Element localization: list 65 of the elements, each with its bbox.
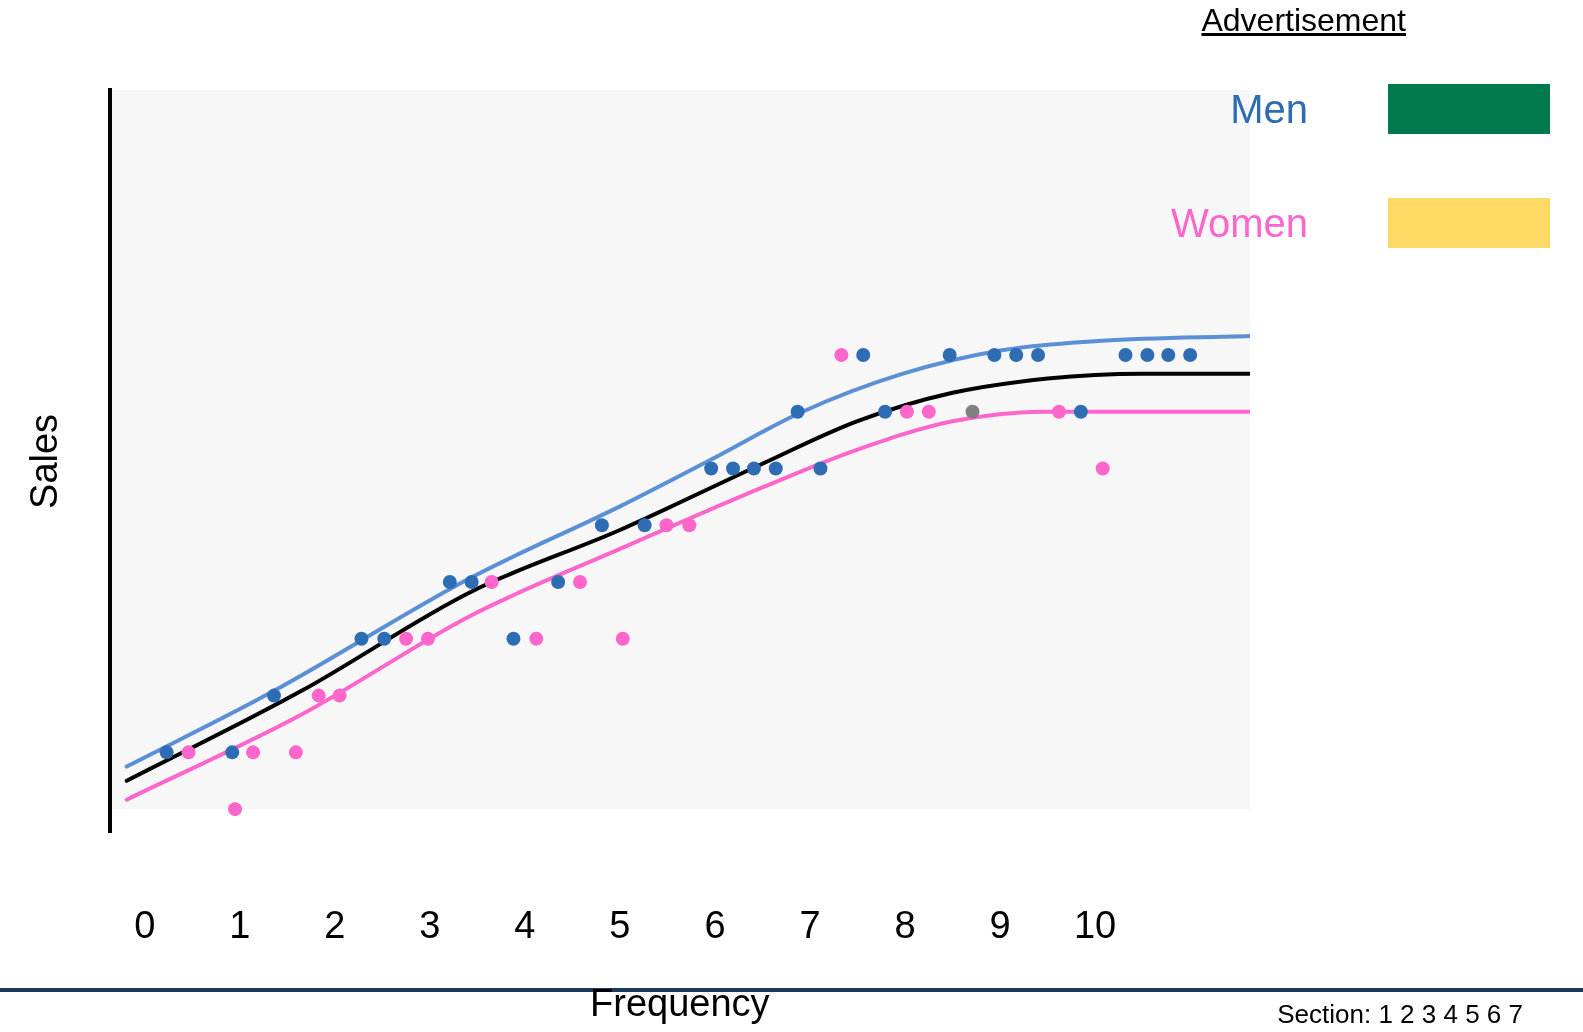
x-tick-label: 7 — [799, 904, 821, 947]
point — [856, 347, 871, 362]
point — [246, 745, 261, 760]
point — [420, 631, 435, 646]
y-axis-title: Sales — [23, 413, 66, 509]
point — [1140, 347, 1155, 362]
point — [921, 404, 936, 419]
point — [1161, 347, 1176, 362]
point — [704, 461, 719, 476]
point — [464, 575, 479, 590]
point — [225, 745, 240, 760]
point — [942, 347, 957, 362]
point — [1118, 347, 1133, 362]
point — [529, 631, 544, 646]
x-tick-label: 2 — [324, 904, 346, 947]
point — [311, 688, 326, 703]
point — [228, 802, 243, 817]
point — [965, 404, 980, 419]
point — [726, 461, 741, 476]
point — [484, 575, 499, 590]
point — [377, 631, 392, 646]
point — [399, 631, 414, 646]
point — [506, 631, 521, 646]
point — [878, 404, 893, 419]
point — [288, 745, 303, 760]
text: Women — [1170, 200, 1308, 246]
point — [1095, 461, 1110, 476]
point — [834, 347, 849, 362]
point — [573, 575, 588, 590]
point — [659, 518, 674, 533]
point — [354, 631, 369, 646]
x-axis-title: Frequency — [590, 981, 770, 1024]
point — [1073, 404, 1088, 419]
legend-title: Advertisement — [1200, 2, 1406, 39]
x-tick-label: 5 — [609, 904, 631, 947]
x-tick-label: 6 — [704, 904, 726, 947]
point — [746, 461, 761, 476]
text: Section: 1 2 3 4 5 6 7 — [1277, 999, 1523, 1030]
x-tick-label: 10 — [1073, 904, 1117, 947]
point — [790, 404, 805, 419]
point — [768, 461, 783, 476]
point — [1009, 347, 1024, 362]
x-tick-label: 1 — [229, 904, 251, 947]
point — [267, 688, 282, 703]
point — [442, 575, 457, 590]
x-tick-label: 8 — [894, 904, 916, 947]
point — [159, 745, 174, 760]
point — [813, 461, 828, 476]
point — [181, 745, 196, 760]
x-tick-label: 0 — [134, 904, 156, 947]
point — [637, 518, 652, 533]
text: Men — [1230, 86, 1308, 132]
point — [1183, 347, 1198, 362]
x-tick-label: 4 — [514, 904, 536, 947]
x-tick-label: 3 — [419, 904, 441, 947]
point — [551, 575, 566, 590]
point — [899, 404, 914, 419]
point — [1031, 347, 1046, 362]
point — [1051, 404, 1066, 419]
x-tick-label: 9 — [989, 904, 1011, 947]
point — [615, 631, 630, 646]
point — [682, 518, 697, 533]
point — [987, 347, 1002, 362]
point — [332, 688, 347, 703]
point — [594, 518, 609, 533]
